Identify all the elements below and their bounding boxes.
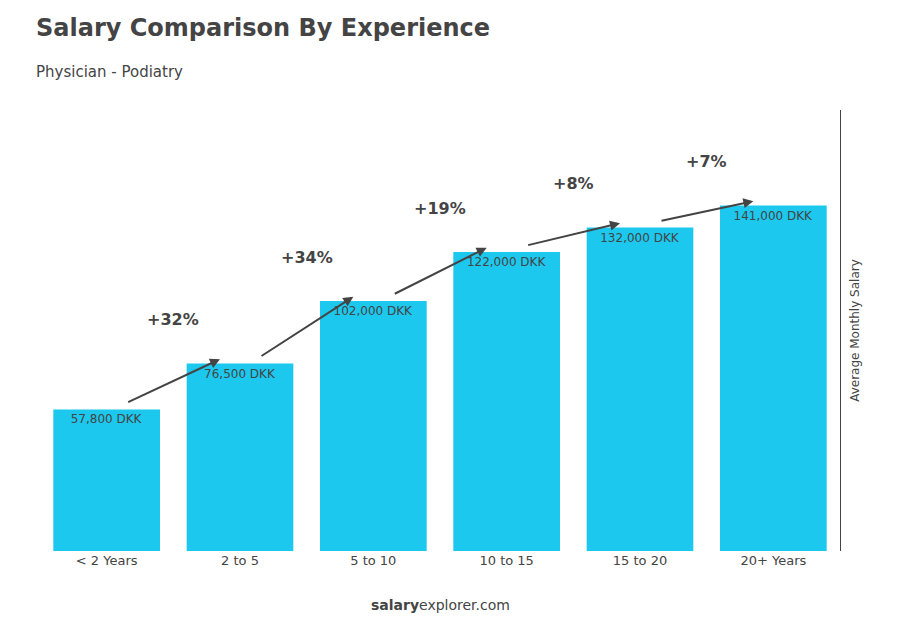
svg-text:141,000 DKK: 141,000 DKK [734,209,814,223]
svg-text:+8%: +8% [553,174,594,193]
svg-text:2 to 5: 2 to 5 [221,553,259,568]
svg-text:+19%: +19% [414,199,466,218]
svg-text:< 2 Years: < 2 Years [76,553,138,568]
svg-text:+32%: +32% [147,310,199,329]
svg-text:+34%: +34% [281,248,333,267]
svg-text:20+ Years: 20+ Years [740,553,806,568]
svg-text:102,000 DKK: 102,000 DKK [334,304,414,318]
svg-text:132,000 DKK: 132,000 DKK [600,231,680,245]
svg-text:76,500 DKK: 76,500 DKK [204,367,276,381]
svg-text:10 to 15: 10 to 15 [479,553,533,568]
svg-text:Salary Comparison By Experienc: Salary Comparison By Experience [36,14,490,42]
svg-text:Physician - Podiatry: Physician - Podiatry [36,63,183,81]
svg-text:122,000 DKK: 122,000 DKK [467,255,547,269]
svg-text:salaryexplorer.com: salaryexplorer.com [371,597,510,613]
svg-text:15 to 20: 15 to 20 [613,553,667,568]
svg-text:5 to 10: 5 to 10 [350,553,396,568]
svg-text:57,800 DKK: 57,800 DKK [71,412,143,426]
svg-text:+7%: +7% [686,152,727,171]
svg-text:Average Monthly Salary: Average Monthly Salary [848,259,862,402]
